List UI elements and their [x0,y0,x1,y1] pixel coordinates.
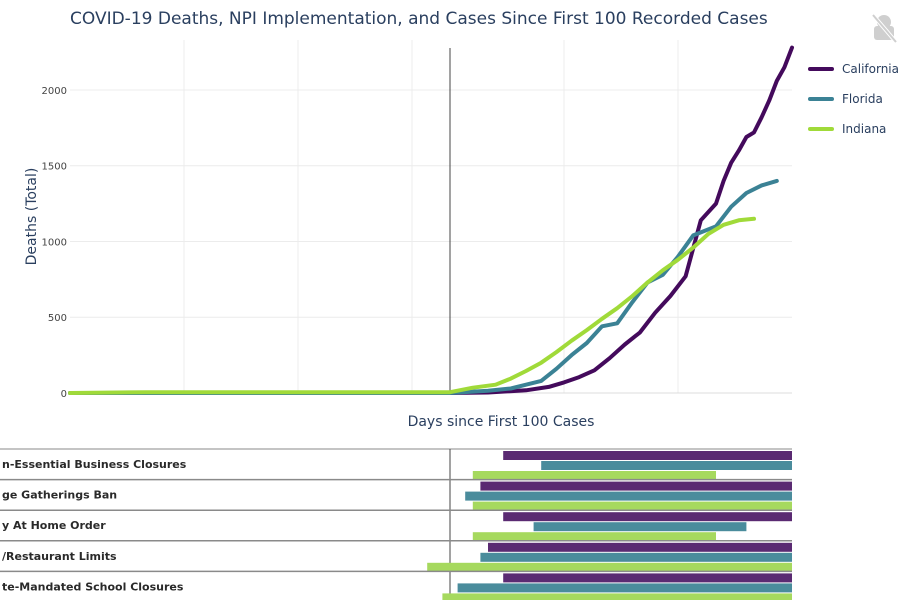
npi-bar-california [480,481,792,491]
npi-bar-indiana [472,471,716,480]
y-tick-label: 2000 [42,86,67,97]
y-axis-label: Deaths (Total) [24,168,40,266]
series-line-california [68,45,794,395]
npi-bar-indiana [442,593,792,600]
legend-item-california[interactable]: California [808,54,899,84]
npi-bar-florida [533,522,747,532]
y-tick-label: 500 [48,313,67,324]
npi-bar-florida [541,461,792,470]
npi-bar-florida [457,583,792,593]
legend-label: California [842,62,899,76]
legend-swatch [808,67,834,71]
y-tick-label: 0 [61,389,67,400]
npi-category-label: te-Mandated School Closures [2,580,184,593]
series-line-florida [68,178,779,395]
legend-item-indiana[interactable]: Indiana [808,114,899,144]
chart-title: COVID-19 Deaths, NPI Implementation, and… [70,9,768,29]
x-axis-label: Days since First 100 Cases [408,414,595,430]
no-camera-icon[interactable] [870,12,898,44]
y-tick-label: 1500 [42,162,67,173]
npi-bar-california [488,542,792,552]
legend-label: Florida [842,92,883,106]
npi-category-label: y At Home Order [2,519,106,532]
legend-item-florida[interactable]: Florida [808,84,899,114]
npi-bar-california [503,512,792,522]
legend-label: Indiana [842,122,887,136]
npi-bar-california [503,573,792,583]
npi-category-label: n-Essential Business Closures [2,458,187,471]
npi-bar-indiana [472,501,792,511]
legend-swatch [808,127,834,131]
npi-bar-florida [480,552,792,562]
y-tick-label: 1000 [42,237,67,248]
legend: California Florida Indiana [808,54,899,144]
npi-bar-florida [465,491,792,501]
series-line-indiana [68,216,756,395]
legend-swatch [808,97,834,101]
npi-category-label: /Restaurant Limits [2,550,117,563]
npi-category-label: ge Gatherings Ban [2,489,117,502]
npi-bar-indiana [472,532,716,542]
npi-bar-indiana [427,562,792,572]
npi-bar-california [503,451,792,460]
